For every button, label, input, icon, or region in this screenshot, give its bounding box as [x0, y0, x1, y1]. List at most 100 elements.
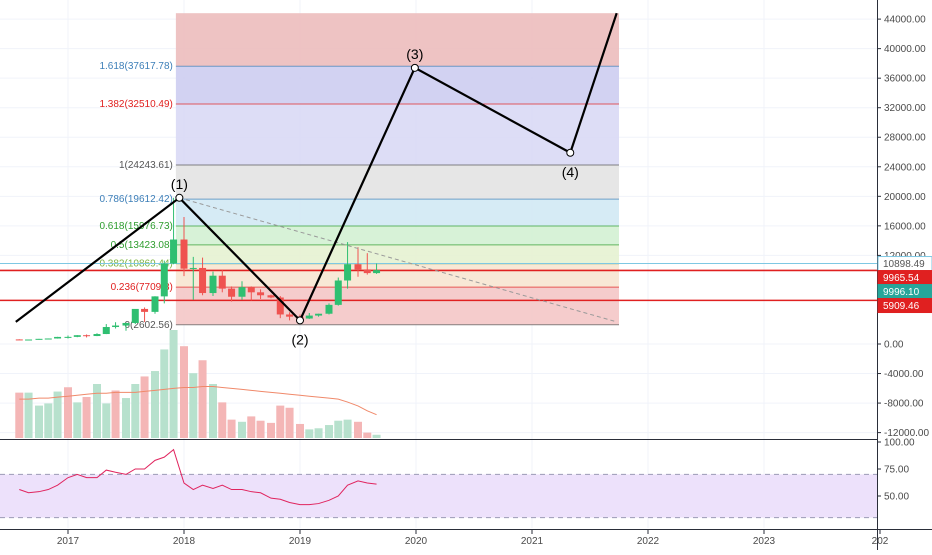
volume-moving-average: [19, 385, 377, 416]
volume-bar: [227, 419, 236, 438]
rsi-band: [0, 474, 877, 518]
candle-body: [373, 270, 381, 274]
fib-zone: [175, 244, 619, 264]
candle-body: [354, 264, 362, 270]
volume-bar: [325, 425, 333, 438]
volume-bar: [93, 384, 101, 438]
volume-bars: [15, 330, 381, 438]
candle-body: [267, 295, 275, 298]
fib-zone: [175, 199, 619, 227]
volume-bar: [343, 419, 352, 438]
volume-bar: [247, 416, 256, 438]
horizontal-lines[interactable]: [0, 263, 877, 302]
candle-body: [83, 335, 91, 337]
elliott-wave[interactable]: (1) (2) (3) (4): [15, 12, 618, 347]
volume-bar: [334, 420, 343, 438]
volume-bar: [276, 405, 285, 438]
wave-label: (4): [562, 164, 579, 180]
fib-level-label: 1(24243.61): [119, 160, 173, 171]
volume-bar: [53, 391, 62, 438]
candle-body: [131, 308, 139, 323]
price-axis-label: 0.00: [884, 340, 904, 351]
wave-point-handle[interactable]: [175, 193, 184, 202]
fib-zone: [175, 66, 619, 104]
candle-body: [363, 269, 371, 274]
candle-body: [35, 338, 43, 340]
volume-bar: [267, 422, 275, 438]
fib-zone: [175, 164, 619, 200]
time-axis-label: 2018: [173, 536, 196, 547]
candle-body: [180, 239, 188, 269]
candle-body: [112, 325, 120, 328]
candle-body: [325, 304, 333, 314]
wave-point-handle[interactable]: [566, 148, 575, 157]
price-labels: 10898.49 9965.54 9996.10 5909.46: [877, 256, 932, 314]
volume-bar: [305, 429, 314, 438]
rsi-axis[interactable]: 100.00 75.00 50.00: [877, 438, 915, 503]
price-axis-label: 28000.00: [884, 133, 926, 144]
candle-body: [199, 267, 207, 294]
candle-body: [305, 315, 313, 319]
volume-bar: [209, 384, 217, 438]
fib-level-label: 0.382(10869.44): [99, 259, 172, 270]
time-axis-label: 2017: [57, 536, 80, 547]
price-axis-label: -12000.00: [884, 428, 929, 439]
price-label-text: 5909.46: [883, 301, 920, 312]
volume-bar: [151, 371, 159, 438]
volume-bar: [102, 403, 111, 438]
trend-line[interactable]: [179, 197, 617, 323]
candle-body: [315, 313, 323, 316]
candle-body: [209, 275, 217, 294]
time-axis[interactable]: 2017 2018 2019 2020 2021 2022 2023 202: [0, 530, 889, 550]
time-axis-label: 2020: [405, 536, 428, 547]
fib-zone: [175, 103, 619, 165]
price-axis-label: 20000.00: [884, 192, 926, 203]
dashed-trend-line[interactable]: [179, 197, 617, 323]
price-axis-label: 16000.00: [884, 221, 926, 232]
candle-body: [44, 338, 52, 340]
price-axis-label: -8000.00: [884, 399, 924, 410]
wave-point-handle[interactable]: [296, 316, 304, 325]
volume-bar: [238, 421, 246, 438]
price-label-text: 9996.10: [883, 287, 920, 298]
volume-bar: [363, 432, 372, 438]
volume-bar: [314, 428, 323, 438]
price-label-tag: 5909.46: [877, 298, 932, 314]
volume-bar: [372, 434, 381, 438]
volume-bar: [131, 384, 140, 438]
candle-body: [170, 239, 178, 264]
candle-body: [151, 296, 159, 312]
volume-bar: [140, 376, 149, 438]
rsi-axis-label: 100.00: [884, 438, 915, 449]
candle-body: [102, 327, 110, 335]
fib-level-label: 0(2602.56): [125, 320, 173, 331]
wave-label: (1): [171, 176, 188, 192]
price-axis-label: 40000.00: [884, 44, 926, 55]
candle-body: [334, 280, 342, 305]
candle-body: [122, 322, 130, 326]
wave-point-handle[interactable]: [410, 63, 419, 72]
price-axis-label: 36000.00: [884, 74, 926, 85]
rsi-line: [19, 448, 377, 506]
fib-level-label: 0.618(15976.73): [99, 221, 172, 232]
candle-body: [93, 334, 101, 337]
candle-body: [286, 314, 294, 317]
volume-bar: [256, 420, 265, 438]
candle-body: [276, 297, 284, 315]
fibonacci-retracement[interactable]: 0(2602.56) 0.236(7709.8) 0.382(10869.44) 0.…: [99, 13, 619, 331]
volume-bar: [354, 421, 362, 438]
price-label-tag: 9965.54: [877, 270, 932, 286]
candle-body: [257, 292, 265, 296]
price-label-text: 9965.54: [883, 273, 920, 284]
price-axis-label: 32000.00: [884, 103, 926, 114]
time-axis-label: 2023: [753, 536, 776, 547]
price-axis-label: 24000.00: [884, 162, 926, 173]
volume-bar: [218, 402, 227, 438]
wave-path[interactable]: [15, 12, 618, 323]
price-axis-label: -4000.00: [884, 369, 924, 380]
price-label-background: [877, 298, 932, 314]
time-axis-background[interactable]: [0, 530, 877, 550]
fib-level-label: 1.382(32510.49): [99, 99, 172, 110]
